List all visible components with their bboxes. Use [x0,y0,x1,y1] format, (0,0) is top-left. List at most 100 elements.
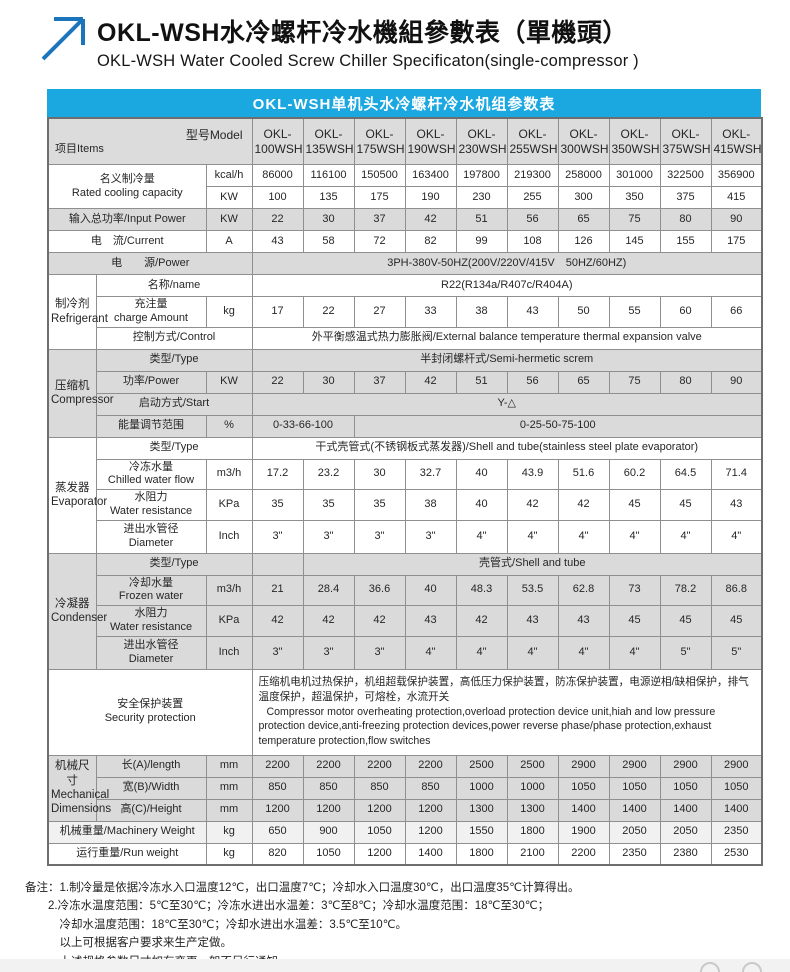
condenser-type-value: 壳管式/Shell and tube [302,552,763,576]
value-cell: 4" [404,635,457,670]
unit-cell: m3/h [205,574,253,606]
value-cell: 30 [353,458,406,490]
value-cell: 820 [251,842,304,866]
cooling-kw-row: KW 100 135 175 190 230 255 300 350 375 415 [48,186,763,209]
value-cell: 2100 [506,842,559,866]
value-cell: 126 [557,230,610,253]
value-cell: 1400 [710,798,763,822]
compressor-power-row: 功率/Power KW 22 30 37 42 51 56 65 75 80 90 [48,370,763,394]
unit-cell: KW [205,208,253,231]
value-cell: 21 [251,574,304,606]
value-cell: 50 [557,296,610,328]
value-cell: 65 [557,208,610,231]
value-cell: 45 [710,605,763,637]
evaporator-resist-row: 水阻力 Water resistance KPa 35 35 35 38 40 42 42 4… [48,489,763,521]
input-power-row: 输入总功率/Input Power KW 22 30 37 42 51 56 65 75 80 9… [47,208,763,231]
compressor-energy-row: 能量调节范围 % 0-33-66-100 0-25-50-75-100 [48,414,763,438]
value-cell: 3" [404,519,457,554]
value-cell: 1050 [710,776,763,800]
model-header-cell: OKL- 415WSH [710,117,763,165]
value-cell: 650 [251,820,304,844]
dimensions-height-row: 高(C)/Height mm 1200 1200 1200 1200 1300 1300 1… [48,798,763,822]
value-cell: 1050 [353,820,406,844]
power-row: 电 源/Power 3PH-380V-50HZ(200V/220V/415V 5… [47,252,763,275]
value-cell: 850 [251,776,304,800]
value-cell: 5" [710,635,763,670]
value-cell: 38 [404,489,457,521]
value-cell: 135 [302,186,355,209]
value-cell: 42 [455,605,508,637]
value-cell: 80 [659,208,712,231]
model-header-cell: OKL- 135WSH [302,117,355,165]
value-cell: 43.9 [506,458,559,490]
model-header-cell: OKL- 255WSH [506,117,559,165]
value-cell: 301000 [608,164,661,187]
value-cell: 1550 [455,820,508,844]
value-cell: 66 [710,296,763,328]
value-cell: 3" [302,635,355,670]
value-cell: 17.2 [251,458,304,490]
unit-cell: % [205,414,253,438]
section-label: 蒸发器 Evaporator [47,436,107,554]
table-banner: OKL-WSH单机头水冷螺杆冷水机组参数表 [47,89,761,117]
value-cell: 850 [353,776,406,800]
model-header-cell: OKL- 300WSH [557,117,610,165]
compressor-type-value: 半封闭螺杆式/Semi-hermetic screm [251,348,763,372]
value-cell: 82 [404,230,457,253]
start-value: Y-△ [251,392,763,416]
value-cell: 60 [659,296,712,328]
security-text-zh: 压缩机电机过热保护，机组超载保护装置，高低压力保护装置，防冻保护装置，电源逆相/… [258,675,749,703]
value-cell: 78.2 [659,574,712,606]
value-cell: 4" [506,519,559,554]
footer-band [0,959,790,972]
unit-cell: A [205,230,253,253]
unit-cell: kg [205,820,253,844]
model-header-cell: OKL- 100WSH [251,117,304,165]
model-header-row: 项目Items 型号Model OKL- 100WSH OKL- 135WSH OK… [47,117,763,165]
model-header-cell: OKL- 350WSH [608,117,661,165]
value-cell: 1400 [659,798,712,822]
row-label: 机械重量/Machinery Weight [47,820,207,844]
value-cell: 43 [506,605,559,637]
value-cell: 55 [608,296,661,328]
security-text-en: Compressor motor overheating protection,… [258,705,716,748]
evaporator-type-value: 干式壳管式(不锈钢板式蒸发器)/Shell and tube(stainless… [251,436,763,460]
value-cell: 350 [608,186,661,209]
page-subtitle: OKL-WSH Water Cooled Screw Chiller Speci… [97,52,639,70]
value-cell: 230 [455,186,508,209]
value-cell: 43 [404,605,457,637]
value-cell: 2200 [302,754,355,778]
value-cell: 4" [557,635,610,670]
row-label: 水阻力 Water resistance [95,489,207,521]
row-label: 类型/Type [95,348,253,372]
evaporator-type-row: 蒸发器 Evaporator 类型/Type 干式壳管式(不锈钢板式蒸发器)/S… [47,436,763,554]
row-label: 高(C)/Height [95,798,207,822]
machinery-weight-row: 机械重量/Machinery Weight kg 650 900 1050 1200 1… [47,820,763,844]
value-cell: 90 [710,370,763,394]
row-label: 充注量 charge Amount [95,296,207,328]
control-value: 外平衡感温式热力膨胀阀/External balance temperature… [251,326,763,350]
value-cell: 1050 [557,776,610,800]
value-cell: 4" [608,519,661,554]
value-cell: 1900 [557,820,610,844]
value-cell: 32.7 [404,458,457,490]
row-label: 名义制冷量 Rated cooling capacity [47,164,207,209]
page-title: OKL-WSH水冷螺杆冷水機組參數表（單機頭） [97,19,628,47]
unit-cell: KPa [205,605,253,637]
value-cell: 42 [302,605,355,637]
value-cell: 2900 [557,754,610,778]
value-cell: 4" [455,519,508,554]
value-cell: 22 [251,370,304,394]
value-cell: 1000 [506,776,559,800]
energy-range-2: 0-25-50-75-100 [353,414,763,438]
energy-range-1: 0-33-66-100 [251,414,355,438]
value-cell: 30 [302,208,355,231]
run-weight-row: 运行重量/Run weight kg 820 1050 1200 1400 1800 21… [47,842,763,866]
value-cell: 175 [353,186,406,209]
value-cell: 45 [659,605,712,637]
value-cell: 2350 [608,842,661,866]
row-label: 冷却水量 Frozen water [95,574,207,606]
value-cell: 4" [608,635,661,670]
value-cell: 35 [302,489,355,521]
value-cell: 1800 [506,820,559,844]
